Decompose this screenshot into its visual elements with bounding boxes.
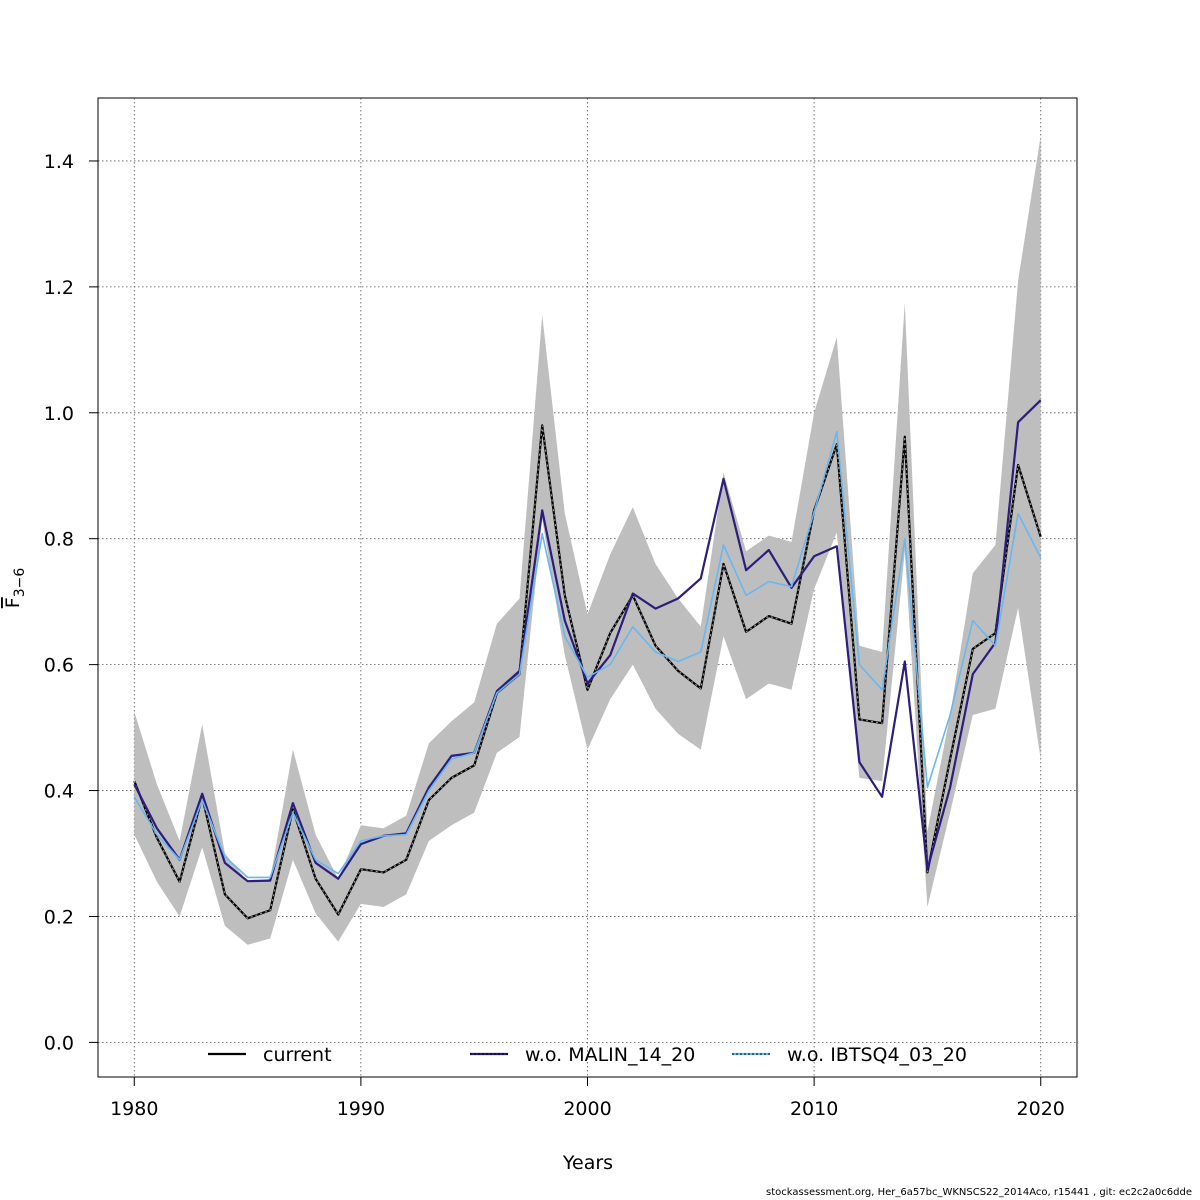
legend-ibtsq4-label: w.o. IBTSQ4_03_20 — [787, 1044, 967, 1066]
svg-text:F3−6: F3−6 — [2, 568, 28, 609]
y-axis-title-sub: 3−6 — [12, 568, 28, 598]
y-tick-label: 0.0 — [44, 1032, 74, 1054]
series-line-ibtsq4 — [133, 430, 1042, 879]
x-axis-title: Years — [562, 1152, 613, 1174]
series-line-malin — [133, 399, 1042, 883]
series-line-current-dots — [133, 425, 1042, 919]
y-tick-label: 0.4 — [44, 781, 74, 803]
x-tick-label: 1980 — [110, 1098, 158, 1120]
y-tick-label: 0.8 — [44, 529, 74, 551]
x-axis: 1980 1990 2000 2010 2020 — [110, 1076, 1065, 1120]
x-tick-label: 2000 — [563, 1098, 611, 1120]
x-tick-label: 2010 — [790, 1098, 838, 1120]
x-tick-label: 2020 — [1017, 1098, 1065, 1120]
footer-credit: stockassessment.org, Her_6a57bc_WKNSCS22… — [766, 1187, 1192, 1198]
y-tick-label: 0.2 — [44, 906, 74, 928]
y-tick-label: 0.6 — [44, 655, 74, 677]
y-tick-label: 1.2 — [44, 277, 74, 299]
x-tick-label: 1990 — [337, 1098, 385, 1120]
legend: current w.o. MALIN_14_20 w.o. IBTSQ4_03_20 — [208, 1044, 967, 1066]
legend-current-label: current — [263, 1044, 332, 1066]
series-lines — [133, 399, 1042, 920]
y-axis-title: F3−6 — [2, 568, 28, 609]
y-axis-title-main: F — [2, 597, 24, 608]
legend-malin-label: w.o. MALIN_14_20 — [525, 1044, 695, 1066]
y-tick-label: 1.0 — [44, 403, 74, 425]
y-axis: 0.0 0.2 0.4 0.6 0.8 1.0 1.2 1.4 — [44, 151, 99, 1054]
y-tick-label: 1.4 — [44, 151, 74, 173]
